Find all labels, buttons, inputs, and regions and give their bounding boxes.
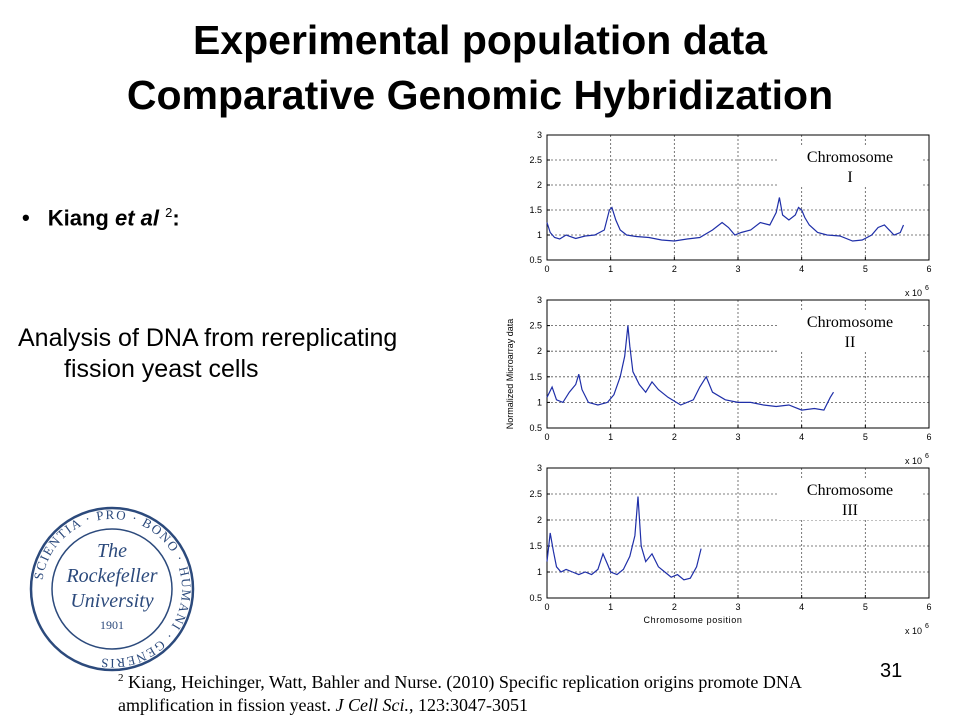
body-text: Analysis of DNA from rereplicating fissi… — [18, 323, 397, 385]
y-tick-label: 3 — [537, 130, 542, 140]
slide-title-line1: Experimental population data — [192, 17, 768, 63]
bullet-ref: 2 — [165, 205, 173, 220]
x-scale-exp: 6 — [925, 453, 929, 460]
y-tick-label: 0.5 — [529, 255, 542, 265]
x-tick-label: 2 — [672, 602, 677, 612]
rockefeller-seal-logo: SCIENTIA · PRO · BONO · HUMANI · GENERIS… — [29, 506, 195, 672]
footnote-journal: J Cell Sci. — [335, 695, 409, 715]
footnote-text2a: amplification in fission yeast. — [118, 695, 331, 715]
x-tick-label: 4 — [799, 432, 804, 442]
seal-year: 1901 — [100, 618, 124, 632]
x-scale-base: x 10 — [905, 288, 922, 298]
y-tick-label: 2.5 — [529, 321, 542, 331]
y-tick-label: 3 — [537, 463, 542, 473]
x-tick-label: 3 — [735, 602, 740, 612]
x-tick-label: 3 — [735, 264, 740, 274]
footnote-ref: 2 — [118, 672, 124, 684]
x-tick-label: 0 — [544, 264, 549, 274]
chromosome-number: II — [845, 334, 856, 351]
annotation-box — [779, 310, 921, 352]
seal-line3: University — [70, 590, 153, 612]
x-tick-label: 2 — [672, 264, 677, 274]
footnote-line2: amplification in fission yeast. J Cell S… — [118, 694, 802, 717]
y-tick-label: 2 — [537, 180, 542, 190]
x-tick-label: 1 — [608, 264, 613, 274]
y-tick-label: 1.5 — [529, 372, 542, 382]
y-tick-label: 1.5 — [529, 205, 542, 215]
x-tick-label: 4 — [799, 602, 804, 612]
y-tick-label: 1 — [537, 397, 542, 407]
chromosome-number: III — [842, 502, 858, 519]
y-tick-label: 0.5 — [529, 593, 542, 603]
bullet-kiang: • Kiang et al 2: — [22, 205, 180, 231]
x-tick-label: 5 — [863, 602, 868, 612]
seal-line1: The — [97, 540, 127, 562]
x-tick-label: 0 — [544, 432, 549, 442]
x-tick-label: 5 — [863, 432, 868, 442]
x-tick-label: 0 — [544, 602, 549, 612]
bullet-author: Kiang — [47, 205, 109, 231]
data-line — [546, 496, 702, 581]
x-scale-exp: 6 — [925, 623, 929, 630]
footnote-line1: 2 Kiang, Heichinger, Watt, Bahler and Nu… — [118, 667, 802, 694]
bullet-etal: et al — [114, 205, 159, 231]
y-tick-label: 1.5 — [529, 541, 542, 551]
x-tick-label: 6 — [926, 432, 931, 442]
y-tick-label: 0.5 — [529, 423, 542, 433]
x-tick-label: 6 — [926, 602, 931, 612]
footnote: 2 Kiang, Heichinger, Watt, Bahler and Nu… — [118, 667, 802, 717]
data-line — [546, 197, 905, 242]
x-tick-label: 2 — [672, 432, 677, 442]
chromosome-label: Chromosome — [807, 482, 893, 499]
y-tick-label: 2.5 — [529, 489, 542, 499]
page-number: 31 — [880, 660, 903, 682]
x-tick-label: 1 — [608, 432, 613, 442]
bullet-dot-icon: • — [22, 205, 30, 231]
y-tick-label: 2 — [537, 515, 542, 525]
annotation-box — [779, 478, 921, 520]
x-scale-base: x 10 — [905, 626, 922, 636]
y-tick-label: 1 — [537, 567, 542, 577]
footnote-text1: Kiang, Heichinger, Watt, Bahler and Nurs… — [128, 672, 802, 692]
body-line1: Analysis of DNA from rereplicating — [18, 324, 398, 352]
x-scale-base: x 10 — [905, 456, 922, 466]
x-tick-label: 3 — [735, 432, 740, 442]
x-tick-label: 5 — [863, 264, 868, 274]
x-tick-label: 4 — [799, 264, 804, 274]
chromosome-label: Chromosome — [807, 149, 893, 166]
footnote-text2b: , 123:3047-3051 — [408, 695, 528, 715]
x-axis-label: Chromosome position — [644, 615, 743, 625]
y-axis-label: Normalized Microarray data — [505, 319, 515, 430]
y-tick-label: 2.5 — [529, 155, 542, 165]
chromosome-number: I — [847, 169, 852, 186]
y-tick-label: 2 — [537, 346, 542, 356]
x-tick-label: 6 — [926, 264, 931, 274]
x-scale-exp: 6 — [925, 285, 929, 292]
y-tick-label: 1 — [537, 230, 542, 240]
body-line2: fission yeast cells — [64, 355, 259, 383]
data-line — [546, 325, 835, 411]
bullet-colon: : — [172, 205, 180, 231]
annotation-box — [779, 145, 921, 187]
x-tick-label: 1 — [608, 602, 613, 612]
slide-title-line2: Comparative Genomic Hybridization — [126, 72, 834, 118]
seal-line2: Rockefeller — [65, 565, 157, 587]
y-tick-label: 3 — [537, 295, 542, 305]
chromosome-label: Chromosome — [807, 314, 893, 331]
